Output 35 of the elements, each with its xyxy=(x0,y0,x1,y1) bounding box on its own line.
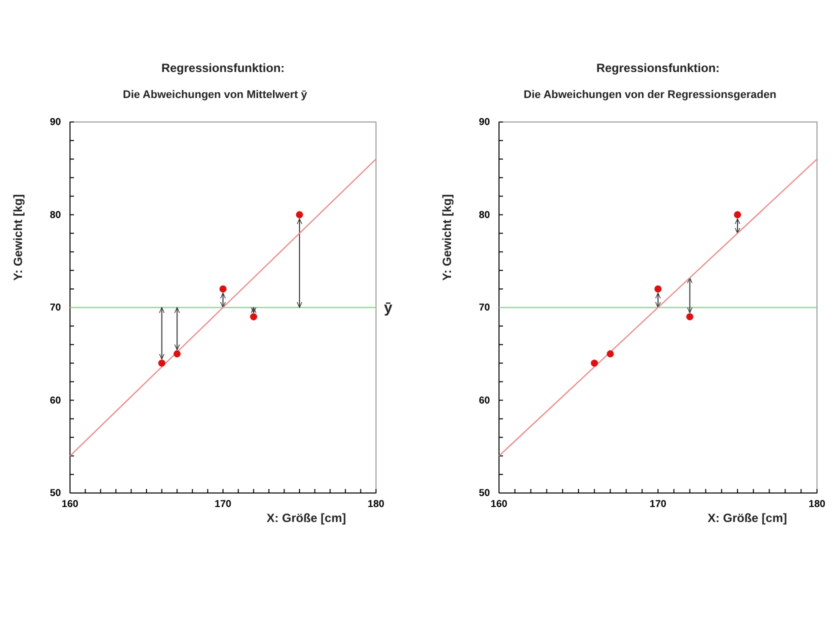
x-tick-label: 180 xyxy=(808,499,826,510)
y-tick-label: 80 xyxy=(478,210,490,221)
x-tick-label: 170 xyxy=(214,499,232,510)
point xyxy=(296,211,304,218)
y-tick-label: 90 xyxy=(478,117,490,128)
point xyxy=(606,350,614,358)
point xyxy=(734,211,742,218)
point xyxy=(174,350,181,358)
y-tick-label: 70 xyxy=(50,302,62,314)
chart-subtitle: Die Abweichungen von der Regressionsgeraden xyxy=(524,89,777,101)
y-tick-label: 60 xyxy=(50,395,62,406)
ref-line-label: ȳ xyxy=(384,300,393,316)
point xyxy=(654,285,662,293)
x-tick-label: 180 xyxy=(368,499,385,510)
chart-title: Regressionsfunktion: xyxy=(596,61,720,75)
y-tick-label: 60 xyxy=(478,395,490,406)
point xyxy=(686,313,694,320)
x-tick-label: 170 xyxy=(650,499,667,510)
point xyxy=(250,313,258,320)
y-axis-title: Y: Gewicht [kg] xyxy=(440,194,454,281)
x-tick-label: 160 xyxy=(490,499,508,510)
y-axis-title: Y: Gewicht [kg] xyxy=(11,194,25,281)
chart-title: Regressionsfunktion: xyxy=(161,61,285,75)
y-tick-label: 50 xyxy=(478,488,490,500)
x-tick-label: 160 xyxy=(62,499,79,510)
chart-subtitle: Die Abweichungen von Mittelwert ȳ xyxy=(122,89,308,101)
point xyxy=(219,285,227,293)
y-tick-label: 80 xyxy=(50,210,62,221)
x-axis-title: X: Größe [cm] xyxy=(266,511,346,525)
y-tick-label: 90 xyxy=(50,117,62,128)
point xyxy=(158,360,166,367)
x-axis-title: X: Größe [cm] xyxy=(708,511,787,525)
y-tick-label: 50 xyxy=(50,488,62,500)
y-tick-label: 70 xyxy=(478,302,490,314)
point xyxy=(590,360,598,367)
